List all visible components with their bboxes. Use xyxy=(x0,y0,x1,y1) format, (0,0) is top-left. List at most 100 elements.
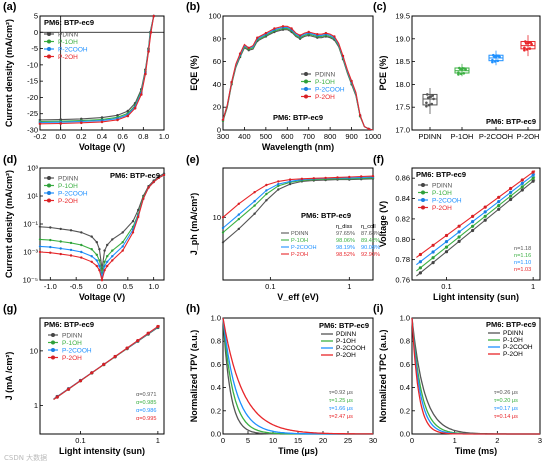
y-tick-label: 10⁻¹ xyxy=(23,220,38,229)
chart-title: PM6: BTP-ec9 xyxy=(273,113,323,122)
data-point xyxy=(136,339,140,343)
legend-entry: P-2COOH xyxy=(291,245,317,251)
x-tick-label: P-2COOH xyxy=(479,132,513,141)
x-axis-label: Light intensity (sun) xyxy=(433,292,519,302)
legend-marker xyxy=(47,47,51,51)
data-point xyxy=(38,250,42,254)
legend-entry: P-2COOH xyxy=(58,190,88,197)
data-point xyxy=(457,224,461,228)
chart-title: PM6: BTP-ec9 xyxy=(44,18,94,27)
data-point xyxy=(457,235,461,239)
series-line xyxy=(222,317,373,435)
chart-title: PM6: BTP-ec9 xyxy=(110,171,160,180)
y-tick-label: 1 xyxy=(34,401,38,410)
data-point xyxy=(496,59,500,63)
data-point xyxy=(509,194,513,198)
data-point xyxy=(38,122,42,126)
legend-marker xyxy=(47,198,51,203)
data-point xyxy=(491,60,494,64)
data-point xyxy=(471,220,475,224)
legend-entry: P-1OH xyxy=(503,337,523,344)
x-tick-label: 1000 xyxy=(365,132,382,141)
data-point xyxy=(156,324,160,329)
legend-entry: P-2OH xyxy=(62,355,82,362)
x-tick-label: 500 xyxy=(260,132,273,141)
legend-marker xyxy=(304,72,308,76)
data-point xyxy=(459,72,463,76)
data-point xyxy=(457,239,461,243)
data-point xyxy=(462,72,466,75)
legend-marker xyxy=(51,348,55,352)
data-point xyxy=(444,240,449,244)
lifetime-label: τ=0.26 μs xyxy=(494,390,518,396)
data-point xyxy=(98,269,101,272)
legend-entry: P-1OH xyxy=(58,183,78,190)
y-axis-label: J (mA /cm²) xyxy=(4,352,14,401)
panel-label: (a) xyxy=(3,1,17,13)
data-point xyxy=(290,27,293,30)
y-tick-label: -5 xyxy=(31,44,38,53)
data-point xyxy=(288,178,292,181)
y-tick-label: 60 xyxy=(213,57,221,66)
x-tick-label: 30 xyxy=(369,436,377,445)
data-point xyxy=(157,176,160,179)
data-point xyxy=(336,176,339,179)
data-point xyxy=(418,260,422,264)
lifetime-label: τ=1.66 μs xyxy=(329,406,353,412)
data-point xyxy=(253,200,256,203)
data-point xyxy=(106,260,109,263)
x-tick-label: 0.4 xyxy=(97,132,107,141)
x-tick-label: 0.1 xyxy=(265,282,275,291)
data-point xyxy=(80,121,83,125)
x-tick-label: -0.5 xyxy=(70,282,83,291)
column-header: η_coll xyxy=(361,224,376,230)
legend-entry: P-1OH xyxy=(336,338,356,345)
legend-entry: P-1OH xyxy=(291,238,308,244)
data-point xyxy=(95,241,99,244)
plot-frame xyxy=(39,317,165,435)
data-point xyxy=(431,250,435,254)
data-point xyxy=(90,248,93,251)
data-point xyxy=(426,93,429,96)
y-tick-label: 0.2 xyxy=(400,406,410,415)
x-tick-label: 10 xyxy=(269,436,277,445)
data-point xyxy=(461,67,465,70)
data-point xyxy=(102,362,106,366)
x-tick-label: 1 xyxy=(453,436,457,445)
x-tick-label: 15 xyxy=(294,436,302,445)
data-point xyxy=(230,80,233,84)
panel-label: (b) xyxy=(186,1,200,13)
x-axis-label: Time (ms) xyxy=(455,446,497,456)
chart-title: PM6: BTP-ec9 xyxy=(319,321,369,330)
legend-entry: P-2OH xyxy=(58,198,78,205)
y-tick-label: 0.0 xyxy=(211,430,221,439)
data-point xyxy=(106,243,109,247)
data-point xyxy=(324,31,328,35)
data-point xyxy=(38,245,42,248)
data-point xyxy=(431,243,435,247)
x-tick-label: -0.2 xyxy=(34,132,47,141)
data-point xyxy=(458,66,461,70)
legend-marker xyxy=(47,32,51,36)
lifetime-label: τ=0.20 μs xyxy=(494,398,518,404)
y-tick-label: 20 xyxy=(213,103,221,112)
data-point xyxy=(483,214,487,218)
x-axis-label: Light intensity (sun) xyxy=(59,446,145,456)
data-point xyxy=(265,189,268,192)
data-point xyxy=(523,48,526,52)
panel-a: (a) -0.2 0.0 0.2 0.4 0.6 0.8 1.0 -30 -25 -20 -15 -10… xyxy=(3,1,169,152)
data-point xyxy=(103,260,106,263)
data-point xyxy=(237,213,240,216)
y-tick-label: 0.4 xyxy=(211,383,221,392)
data-point xyxy=(80,250,83,254)
data-point xyxy=(491,58,494,62)
data-point xyxy=(98,264,101,268)
y-tick-label: 1.0 xyxy=(400,314,410,323)
data-point xyxy=(277,184,280,188)
data-point xyxy=(111,255,114,258)
data-point xyxy=(121,231,124,234)
data-point xyxy=(265,183,268,187)
data-point xyxy=(98,259,101,262)
legend-marker xyxy=(47,183,51,188)
